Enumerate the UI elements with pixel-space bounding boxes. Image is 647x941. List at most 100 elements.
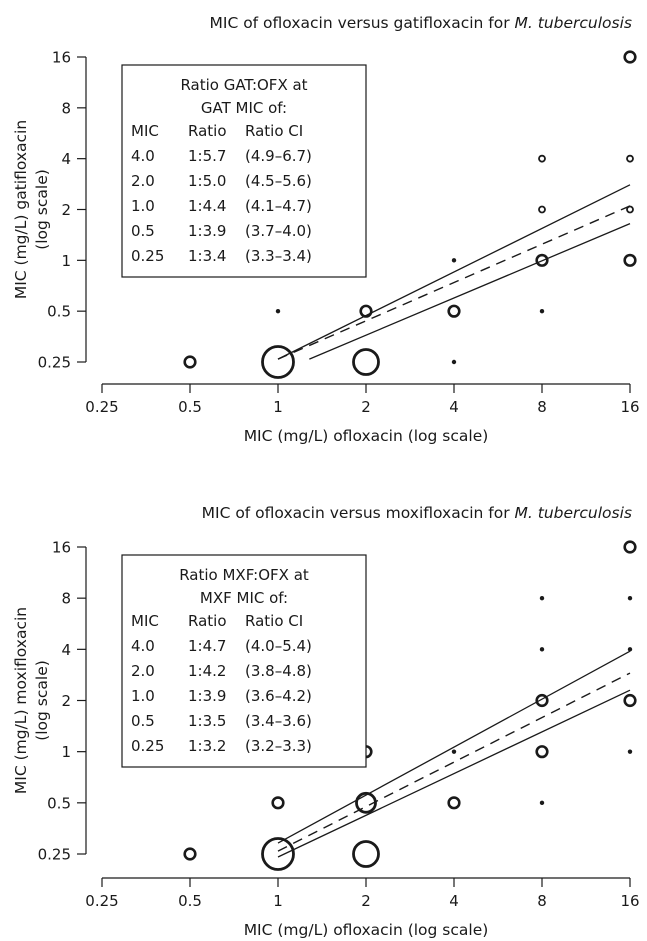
y-tick-label: 2 — [61, 692, 71, 710]
ratio-box-cell: 2.0 — [131, 172, 155, 190]
moxifloxacin-chart: MIC of ofloxacin versus moxifloxacin for… — [12, 504, 640, 939]
ratio-box-title-line2: MXF MIC of: — [200, 589, 288, 607]
ci-lower-line — [277, 689, 631, 858]
data-point — [623, 693, 637, 708]
ratio-box-cell: (4.0–5.4) — [245, 637, 312, 655]
data-point — [538, 205, 546, 214]
y-tick-label: 16 — [52, 49, 71, 67]
ratio-box — [121, 64, 367, 278]
y-tick-label: 0.25 — [38, 354, 71, 372]
x-tick-label: 0.25 — [85, 892, 118, 910]
data-point — [183, 355, 197, 369]
ratio-box-cell: 1:3.5 — [188, 712, 226, 730]
y-tick-label: 0.5 — [47, 794, 71, 812]
y-tick-label: 1 — [61, 743, 71, 761]
y-axis-label-line2: (log scale) — [33, 169, 51, 250]
ratio-box-cell: 1:3.9 — [188, 222, 226, 240]
data-point — [261, 837, 295, 871]
data-point — [627, 595, 633, 601]
x-tick-label: 8 — [537, 892, 547, 910]
ratio-box-header: MIC — [131, 612, 159, 630]
data-point — [447, 796, 461, 810]
data-point — [627, 749, 633, 754]
ratio-box-cell: (3.8–4.8) — [245, 662, 312, 680]
x-tick-label: 2 — [361, 892, 371, 910]
chart-title-organism: M. tuberculosis — [515, 14, 632, 32]
ratio-box-cell: 0.25 — [131, 737, 164, 755]
ratio-box-cell: 1:5.7 — [188, 147, 226, 165]
y-tick-label: 2 — [61, 201, 71, 219]
chart-title-main: MIC of ofloxacin versus gatifloxacin for — [210, 14, 515, 32]
ratio-box-header: Ratio — [188, 122, 227, 140]
ratio-box-cell: 2.0 — [131, 662, 155, 680]
data-point — [538, 154, 546, 163]
ratio-box-cell: 1:3.2 — [188, 737, 226, 755]
data-point — [623, 50, 637, 64]
data-point — [627, 647, 633, 652]
data-point — [447, 304, 461, 318]
data-point — [626, 205, 634, 214]
ci-lower-line — [309, 223, 631, 360]
data-point — [352, 348, 380, 376]
x-tick-label: 1 — [273, 892, 283, 910]
x-tick-label: 1 — [273, 398, 283, 416]
ratio-box — [121, 554, 367, 768]
data-point — [275, 308, 281, 314]
ratio-box-cell: (3.6–4.2) — [245, 687, 312, 705]
ratio-box-cell: 1.0 — [131, 197, 155, 215]
data-point — [271, 796, 285, 810]
regression-line — [277, 205, 631, 360]
x-tick-label: 4 — [449, 892, 459, 910]
data-point — [539, 800, 545, 806]
data-point — [539, 308, 545, 314]
ratio-box-cell: (4.1–4.7) — [245, 197, 312, 215]
ratio-box-cell: (3.2–3.3) — [245, 737, 312, 755]
ratio-box-title-line2: GAT MIC of: — [201, 99, 287, 117]
ratio-box-title-line1: Ratio GAT:OFX at — [180, 76, 307, 94]
ratio-box-cell: 1:4.2 — [188, 662, 226, 680]
data-point — [535, 253, 549, 267]
data-point — [352, 840, 380, 868]
ratio-box-cell: (4.9–6.7) — [245, 147, 312, 165]
ratio-box-header: MIC — [131, 122, 159, 140]
ratio-box-cell: 4.0 — [131, 147, 155, 165]
ratio-box-cell: (3.7–4.0) — [245, 222, 312, 240]
ratio-box-cell: 1.0 — [131, 687, 155, 705]
y-tick-label: 0.5 — [47, 303, 71, 321]
x-tick-label: 0.5 — [178, 398, 202, 416]
data-point — [451, 749, 457, 754]
ratio-box-cell: 1:3.9 — [188, 687, 226, 705]
y-tick-label: 16 — [52, 539, 71, 557]
data-point — [623, 540, 637, 554]
ratio-box-cell: 1:5.0 — [188, 172, 226, 190]
ratio-box-cell: 0.5 — [131, 712, 155, 730]
gatifloxacin-chart: MIC of ofloxacin versus gatifloxacin for… — [12, 14, 640, 445]
data-point — [539, 595, 545, 601]
ratio-box-header: Ratio — [188, 612, 227, 630]
y-axis-label-line2: (log scale) — [33, 660, 51, 741]
y-axis-label-line1: MIC (mg/L) moxifloxacin — [12, 607, 30, 794]
y-tick-label: 4 — [61, 641, 71, 659]
chart-title: MIC of ofloxacin versus gatifloxacin for… — [210, 14, 633, 32]
ratio-box-cell: (3.4–3.6) — [245, 712, 312, 730]
x-tick-label: 16 — [620, 398, 639, 416]
ratio-box-cell: (4.5–5.6) — [245, 172, 312, 190]
y-tick-label: 8 — [61, 590, 71, 608]
x-tick-label: 4 — [449, 398, 459, 416]
ci-upper-line — [277, 184, 631, 360]
y-axis-label-line1: MIC (mg/L) gatifloxacin — [12, 120, 30, 299]
ratio-box-cell: 4.0 — [131, 637, 155, 655]
ratio-box-header: Ratio CI — [245, 612, 303, 630]
ratio-box-title-line1: Ratio MXF:OFX at — [179, 566, 309, 584]
data-point — [535, 693, 549, 708]
chart-title: MIC of ofloxacin versus moxifloxacin for… — [202, 504, 632, 522]
chart-title-organism: M. tuberculosis — [515, 504, 632, 522]
ratio-box-cell: (3.3–3.4) — [245, 247, 312, 265]
ratio-box-cell: 0.25 — [131, 247, 164, 265]
x-axis-label: MIC (mg/L) ofloxacin (log scale) — [244, 921, 489, 939]
data-point — [539, 647, 545, 652]
x-tick-label: 0.25 — [85, 398, 118, 416]
x-tick-label: 0.5 — [178, 892, 202, 910]
ratio-box-cell: 1:4.4 — [188, 197, 226, 215]
data-point — [623, 253, 637, 267]
